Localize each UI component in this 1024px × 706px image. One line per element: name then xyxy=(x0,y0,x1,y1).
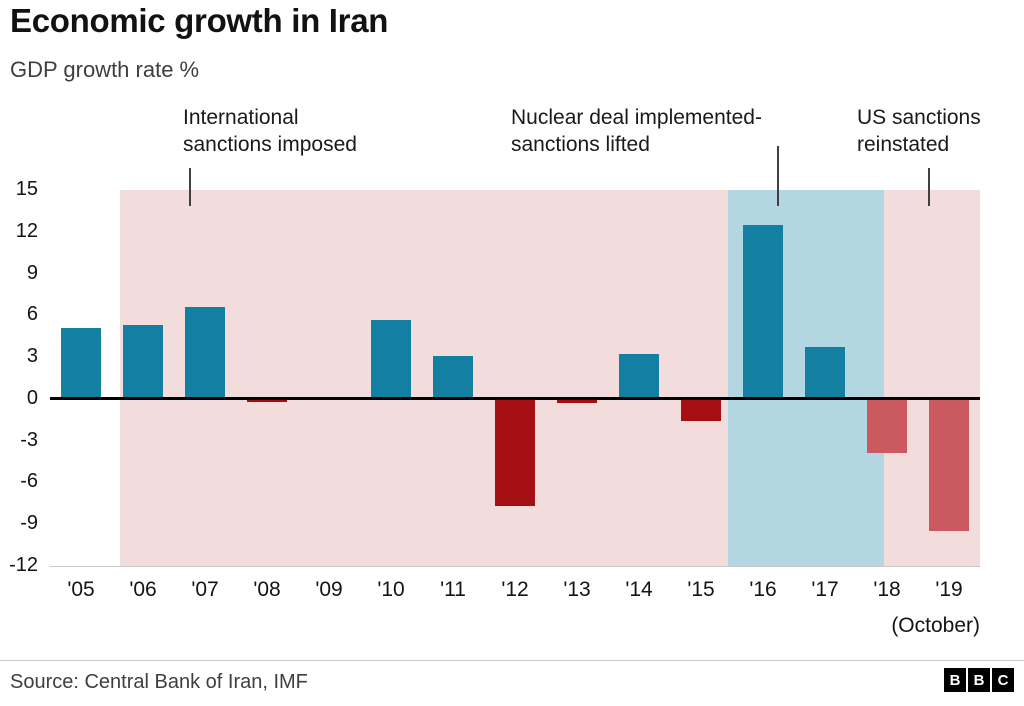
annotation-text-line: sanctions lifted xyxy=(511,133,650,156)
annotation-text-line: International xyxy=(183,106,299,129)
x-tick-label: '19 xyxy=(935,578,963,601)
plot-area xyxy=(50,190,980,567)
bar-14 xyxy=(619,354,659,399)
annotation-nuclear-deal: Nuclear deal implemented- sanctions lift… xyxy=(511,104,762,158)
bbc-logo-block: C xyxy=(992,668,1014,692)
y-tick-label: 3 xyxy=(26,345,38,368)
bbc-logo-block: B xyxy=(944,668,966,692)
x-tick-label: '06 xyxy=(129,578,157,601)
x-tick-label: '14 xyxy=(625,578,653,601)
annotation-leader-line xyxy=(928,168,930,206)
y-tick-label: -3 xyxy=(20,428,38,451)
annotation-text-line: sanctions imposed xyxy=(183,133,357,156)
x-axis-note: (October) xyxy=(891,614,980,637)
x-tick-label: '13 xyxy=(563,578,591,601)
y-tick-label: 12 xyxy=(15,219,38,242)
x-axis-labels: '05 '06 '07 '08 '09 '10 '11 '12 '13 '14 '15 '16 '17 '… xyxy=(50,578,980,604)
annotation-text-line: US sanctions xyxy=(857,106,981,129)
bar-15 xyxy=(681,398,721,422)
annotation-leader-line xyxy=(777,146,779,206)
x-tick-label: '09 xyxy=(315,578,343,601)
annotation-leader-line xyxy=(189,168,191,206)
bar-13 xyxy=(557,398,597,404)
annotation-text-line: reinstated xyxy=(857,133,950,156)
y-tick-label: -9 xyxy=(20,512,38,535)
source-text: Source: Central Bank of Iran, IMF xyxy=(10,671,308,693)
bar-17 xyxy=(805,347,845,399)
x-tick-label: '16 xyxy=(749,578,777,601)
x-tick-label: '08 xyxy=(253,578,281,601)
bar-10 xyxy=(371,319,411,399)
y-tick-label: 6 xyxy=(26,303,38,326)
y-tick-label: 15 xyxy=(15,178,38,200)
bar-11 xyxy=(433,355,473,399)
x-tick-label: '18 xyxy=(873,578,901,601)
bar-05 xyxy=(61,327,101,399)
bar-16 xyxy=(743,224,783,399)
annotation-text-line: Nuclear deal implemented- xyxy=(511,106,762,129)
bar-06 xyxy=(123,325,163,399)
footer-divider xyxy=(0,660,1024,661)
zero-axis-line xyxy=(50,397,980,401)
annotation-international-sanctions: International sanctions imposed xyxy=(183,104,357,158)
y-tick-label: -6 xyxy=(20,470,38,493)
x-tick-label: '12 xyxy=(501,578,529,601)
x-tick-label: '11 xyxy=(440,578,466,601)
annotation-us-sanctions: US sanctions reinstated xyxy=(857,104,981,158)
y-axis-labels: 15 12 9 6 3 0 -3 -6 -9 -12 xyxy=(0,178,38,576)
bbc-logo-block: B xyxy=(968,668,990,692)
x-tick-label: '07 xyxy=(191,578,219,601)
x-tick-label: '15 xyxy=(687,578,715,601)
x-tick-label: '10 xyxy=(377,578,405,601)
x-tick-label: '05 xyxy=(67,578,95,601)
y-tick-label: -12 xyxy=(9,554,38,576)
bar-12 xyxy=(495,398,535,507)
bar-18 xyxy=(867,398,907,454)
bar-07 xyxy=(185,306,225,399)
x-tick-label: '17 xyxy=(811,578,839,601)
page-subtitle: GDP growth rate % xyxy=(10,57,200,82)
y-tick-label: 9 xyxy=(26,261,38,284)
y-tick-label: 0 xyxy=(26,386,38,409)
bar-19 xyxy=(929,398,969,532)
page-title: Economic growth in Iran xyxy=(10,2,389,39)
